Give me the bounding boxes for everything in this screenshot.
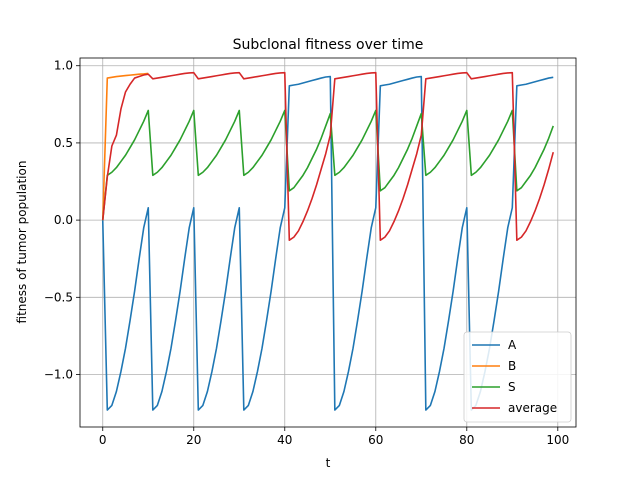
x-axis: 0 20 40 60 80 100 (99, 427, 569, 447)
y-tick-label: 0.5 (54, 136, 73, 150)
y-tick-label: −1.0 (44, 368, 73, 382)
x-tick-label: 20 (186, 433, 201, 447)
x-tick-label: 80 (459, 433, 474, 447)
chart-title: Subclonal fitness over time (233, 37, 424, 53)
legend-label-A: A (508, 338, 517, 352)
series-line-average (101, 71, 555, 241)
legend-box (463, 331, 572, 423)
legend-label-average: average (508, 401, 557, 415)
x-axis-title: t (326, 456, 331, 470)
plot-frame (79, 57, 577, 428)
x-tick-label: 40 (277, 433, 292, 447)
x-tick-label: 0 (99, 433, 107, 447)
legend-label-B: B (508, 359, 516, 373)
x-tick-label: 100 (546, 433, 569, 447)
y-tick-label: −0.5 (44, 290, 73, 304)
y-tick-label: 0.0 (54, 213, 73, 227)
y-axis: −1.0 −0.5 0.0 0.5 1.0 (44, 59, 80, 382)
x-tick-label: 60 (368, 433, 383, 447)
legend-label-S: S (508, 380, 516, 394)
y-axis-title: fitness of tumor population (15, 161, 29, 324)
series-line-B (101, 72, 149, 221)
series-line-S (101, 109, 555, 221)
y-tick-label: 1.0 (54, 59, 73, 73)
